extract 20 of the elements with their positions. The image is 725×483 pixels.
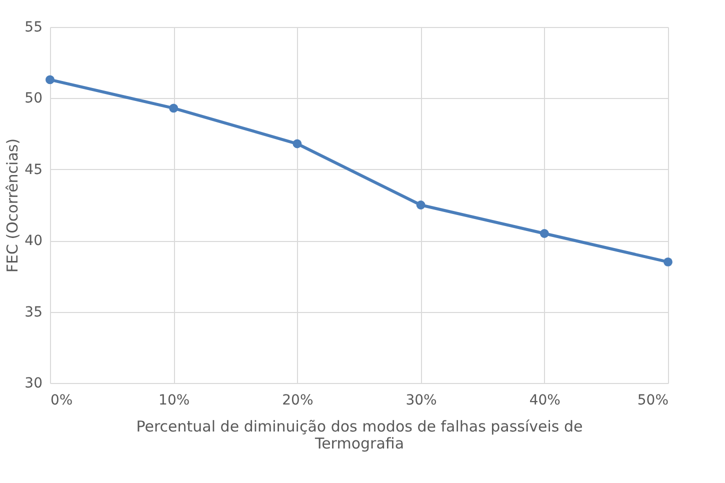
y-tick-label: 30 <box>24 376 42 392</box>
point <box>169 104 178 113</box>
x-tick-label: 10% <box>158 392 190 408</box>
y-tick-label: 40 <box>24 233 42 250</box>
point <box>292 139 302 148</box>
point <box>46 75 54 84</box>
x-tick-label: 40% <box>529 392 560 408</box>
point <box>664 257 672 266</box>
y-axis-title: FEC (Ocorrências) <box>4 138 22 273</box>
point <box>416 200 426 210</box>
y-tick-label: 45 <box>24 162 42 178</box>
x-tick-label: 20% <box>282 392 314 408</box>
y-tick-label: 55 <box>24 20 42 36</box>
point <box>540 229 549 238</box>
x-axis-title: Percentual de diminuição dos modos de falhas passíveis de Termografia <box>136 418 583 452</box>
x-tick-label: 50% <box>637 392 668 408</box>
y-tick-label: 35 <box>24 304 42 320</box>
x-tick-label: 0% <box>50 392 73 408</box>
x-tick-label: 30% <box>406 392 437 408</box>
y-tick-label: 50 <box>24 90 42 107</box>
